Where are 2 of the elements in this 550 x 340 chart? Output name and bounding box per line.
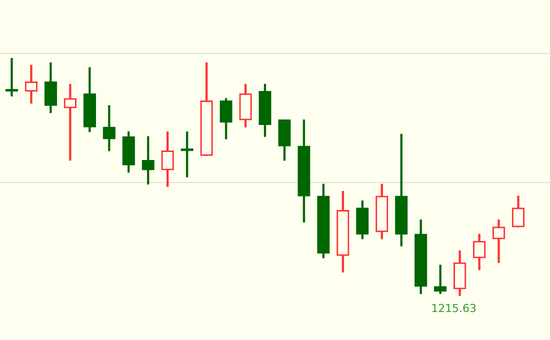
text: 1215.63 xyxy=(431,302,477,315)
candlestick xyxy=(64,84,77,161)
